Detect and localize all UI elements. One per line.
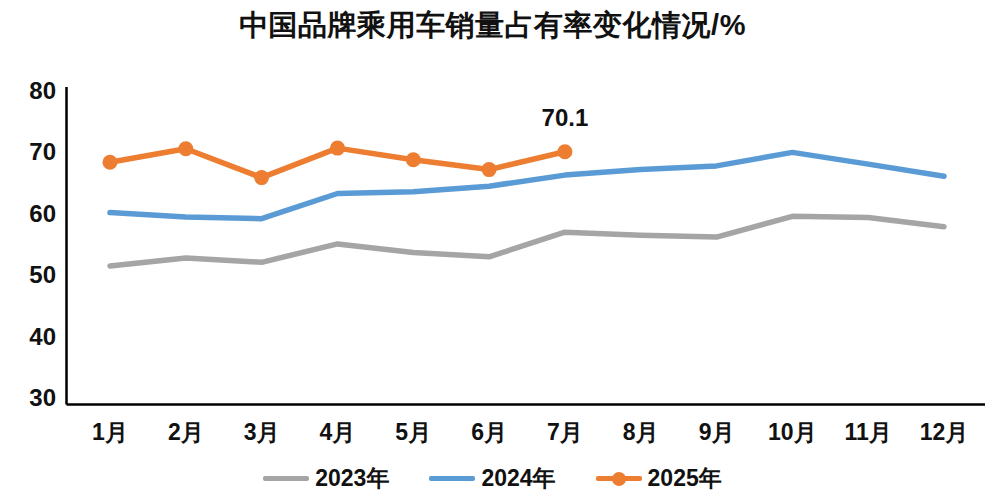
legend-label: 2023年: [315, 463, 389, 494]
series-line-2023年: [110, 216, 944, 266]
legend-label: 2025年: [648, 463, 722, 494]
legend-label: 2024年: [481, 463, 555, 494]
legend-line-swatch: [596, 476, 642, 481]
legend: 2023年 2024年 2025年: [0, 463, 985, 494]
series-marker-2025年: [330, 141, 345, 156]
series-marker-2025年: [103, 155, 118, 170]
y-tick-60: 60: [0, 200, 56, 228]
y-tick-50: 50: [0, 261, 56, 289]
x-tick-10: 10月: [752, 417, 832, 448]
series-marker-2025年: [482, 162, 497, 177]
x-tick-1: 1月: [70, 417, 150, 448]
chart-canvas: 中国品牌乘用车销量占有率变化情况/% 807060504030 1月2月3月4月…: [0, 0, 985, 504]
x-tick-2: 2月: [146, 417, 226, 448]
legend-item-2025年: 2025年: [596, 463, 722, 494]
legend-item-2023年: 2023年: [263, 463, 389, 494]
data-point-label: 70.1: [542, 104, 589, 132]
x-tick-4: 4月: [297, 417, 377, 448]
x-tick-8: 8月: [601, 417, 681, 448]
x-tick-9: 9月: [677, 417, 757, 448]
y-tick-70: 70: [0, 138, 56, 166]
series-marker-2025年: [406, 152, 421, 167]
series-marker-2025年: [557, 144, 572, 159]
series-marker-2025年: [254, 170, 269, 185]
y-tick-80: 80: [0, 77, 56, 105]
legend-item-2024年: 2024年: [429, 463, 555, 494]
x-tick-3: 3月: [222, 417, 302, 448]
legend-line-swatch: [429, 476, 475, 481]
x-tick-6: 6月: [449, 417, 529, 448]
series-marker-2025年: [178, 141, 193, 156]
legend-marker-dot: [612, 472, 626, 486]
legend-line-swatch: [263, 476, 309, 481]
x-tick-12: 12月: [904, 417, 984, 448]
x-tick-5: 5月: [373, 417, 453, 448]
x-tick-11: 11月: [828, 417, 908, 448]
y-tick-40: 40: [0, 323, 56, 351]
y-tick-30: 30: [0, 384, 56, 412]
x-tick-7: 7月: [525, 417, 605, 448]
